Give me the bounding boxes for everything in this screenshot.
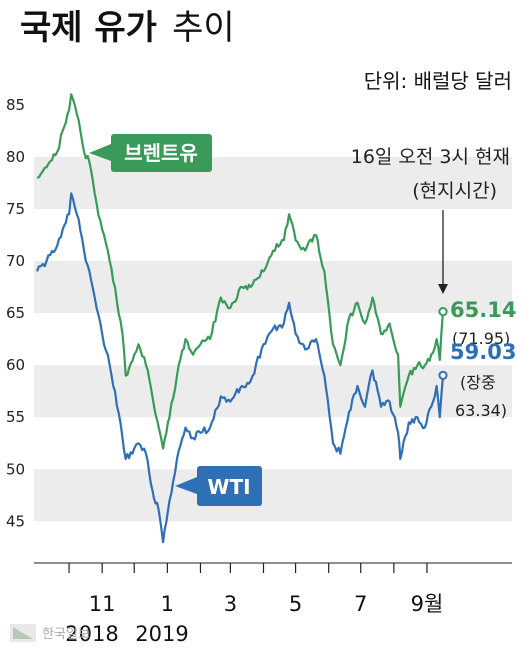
x-tick-label: 9월 — [411, 592, 444, 616]
brent-year-high: (71.95) — [452, 329, 510, 348]
x-tick-label: 1 — [161, 592, 174, 616]
latest-point-brent — [438, 307, 448, 317]
series-line-wti — [35, 192, 445, 544]
x-tick-label: 11 — [89, 592, 116, 616]
series-lines — [35, 93, 448, 544]
series-line-brent — [36, 93, 445, 450]
y-tick-label: 80 — [6, 148, 25, 166]
x-axis-ticks: 11 1 3 5 7 9월 — [68, 563, 444, 616]
y-tick-label: 50 — [6, 460, 25, 478]
y-tick-label: 70 — [6, 252, 25, 270]
year-labels: 2018 2019 — [65, 622, 188, 646]
year-label: 2018 — [65, 622, 118, 646]
y-tick-label: 65 — [6, 304, 25, 322]
note-time: 16일 오전 3시 현재 — [351, 146, 510, 168]
watermark-text: 한국일보 — [42, 627, 90, 642]
brent-latest-value: 65.14 — [450, 298, 516, 322]
svg-text:국제 유가 추이: 국제 유가 추이 — [20, 8, 235, 48]
band-55-60 — [34, 365, 512, 418]
y-tick-label: 85 — [6, 96, 25, 114]
unit-label: 단위: 배럴당 달러 — [364, 69, 512, 93]
watermark: 한국일보 — [10, 624, 90, 642]
x-tick-label: 5 — [289, 592, 302, 616]
chart-title-light: 추이 — [172, 8, 235, 48]
x-tick-label: 7 — [354, 592, 367, 616]
note-arrow — [438, 210, 448, 294]
note-timezone: (현지시간) — [412, 180, 497, 202]
y-tick-label: 55 — [6, 408, 25, 426]
brent-tag-label: 브렌트유 — [124, 141, 198, 165]
background-bands — [34, 156, 512, 522]
y-tick-label: 75 — [6, 200, 25, 218]
wti-intraday-label: (장중 — [460, 373, 496, 392]
band-65-70 — [34, 261, 512, 314]
wti-intraday-high: 63.34) — [455, 401, 507, 420]
x-tick-label: 3 — [224, 592, 237, 616]
latest-point-wti — [438, 370, 448, 380]
chart-title-bold: 국제 유가 — [20, 8, 157, 48]
y-axis-ticks: 45 50 55 60 65 70 75 80 85 — [6, 96, 25, 531]
y-tick-label: 45 — [6, 512, 25, 530]
year-label: 2019 — [135, 622, 188, 646]
wti-latest-value: 59.03 — [450, 340, 516, 364]
wti-tag: WTI — [175, 466, 262, 506]
brent-tag: 브렌트유 — [89, 134, 212, 172]
wti-tag-label: WTI — [207, 475, 250, 499]
y-tick-label: 60 — [6, 356, 25, 374]
band-45-50 — [34, 469, 512, 522]
